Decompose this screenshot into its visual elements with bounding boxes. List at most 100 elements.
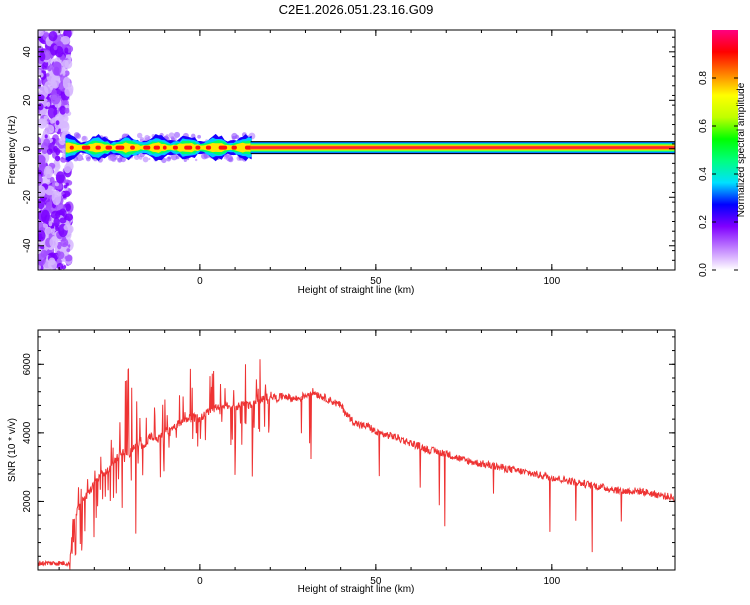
snr-axes: 2000 4000 6000 0 50 100 — [22, 330, 675, 587]
noise-blob — [38, 185, 46, 198]
halo-blob — [139, 137, 145, 143]
trace-peak — [69, 145, 74, 150]
noise-blob — [40, 142, 49, 155]
noise-blob — [57, 251, 65, 260]
noise-blob — [49, 236, 59, 249]
trace-peak — [244, 145, 253, 150]
halo-blob — [166, 156, 171, 162]
noise-blob — [48, 31, 58, 42]
noise-blob — [61, 59, 69, 69]
noise-blob — [62, 236, 67, 242]
halo-blob — [73, 132, 80, 138]
spectrogram-xlabel: Height of straight line (km) — [298, 285, 415, 296]
snr-xlabel: Height of straight line (km) — [298, 584, 415, 595]
noise-blob — [47, 105, 58, 119]
noise-blob — [64, 47, 69, 54]
noise-blob — [63, 224, 70, 231]
spectrogram-marks — [38, 30, 675, 270]
snr-panel: 2000 4000 6000 0 50 100 Height of straight li… — [7, 329, 676, 595]
noise-blob — [46, 148, 53, 155]
halo-blob — [115, 157, 118, 160]
noise-blob — [48, 220, 53, 227]
halo-blob — [81, 152, 85, 156]
noise-blob — [43, 165, 54, 179]
noise-blob — [43, 115, 49, 121]
y-tick-label: 6000 — [22, 353, 33, 376]
halo-blob — [76, 154, 84, 162]
noise-blob — [45, 73, 50, 77]
snr-frame — [37, 329, 676, 571]
colorbar-label: Normalized spectral amplitude — [736, 82, 747, 217]
noise-blob — [55, 225, 59, 232]
noise-blob — [62, 258, 66, 263]
noise-blob — [52, 80, 58, 89]
halo-blob — [183, 158, 187, 162]
trace-peak — [130, 145, 135, 150]
colorbar-tick-label: 0.0 — [698, 263, 709, 277]
noise-blob — [54, 182, 59, 187]
noise-blob — [51, 190, 62, 206]
x-tick-label: 0 — [197, 576, 203, 587]
halo-blob — [231, 135, 236, 140]
noise-blob — [64, 108, 70, 114]
y-tick-label: -20 — [22, 190, 33, 205]
halo-blob — [175, 155, 180, 160]
noise-blob — [50, 119, 55, 124]
halo-blob — [86, 156, 91, 162]
halo-blob — [117, 157, 123, 163]
noise-blob — [66, 248, 71, 253]
noise-blob — [55, 120, 60, 126]
trace-peak — [231, 145, 237, 150]
colorbar-gradient — [712, 30, 738, 270]
spectrogram-axes: -40 -20 0 20 40 0 50 100 — [22, 30, 675, 287]
noise-blob — [48, 257, 56, 266]
halo-blob — [82, 136, 87, 140]
noise-blob — [56, 262, 64, 270]
noise-blob — [38, 148, 42, 154]
trace-peak — [153, 145, 160, 150]
noise-blob — [53, 217, 60, 228]
noise-blob — [45, 124, 55, 134]
trace-peak — [95, 145, 101, 150]
halo-blob — [147, 136, 151, 139]
y-tick-label: 20 — [22, 94, 33, 106]
noise-blob — [38, 30, 44, 37]
halo-blob — [194, 158, 198, 162]
x-tick-label: 100 — [543, 276, 560, 287]
trace-peak — [115, 145, 125, 150]
noise-blob — [53, 44, 58, 51]
x-tick-label: 50 — [370, 576, 382, 587]
halo-blob — [168, 132, 175, 139]
trace-peak — [172, 145, 178, 150]
halo-blob — [171, 136, 177, 142]
noise-blob — [49, 176, 55, 184]
noise-blob — [62, 193, 67, 199]
noise-blob — [64, 86, 74, 97]
colorbar-tick-label: 0.8 — [698, 71, 709, 85]
noise-blob — [40, 245, 45, 250]
spectrogram-panel: -40 -20 0 20 40 0 50 100 Height of straight lin… — [7, 29, 676, 296]
noise-blob — [60, 238, 69, 248]
halo-blob — [133, 154, 140, 160]
noise-blob — [39, 51, 46, 62]
trace-peak — [218, 145, 228, 150]
noise-blob — [38, 253, 46, 266]
noise-blob — [51, 61, 62, 76]
noise-blob — [38, 155, 46, 164]
noise-blob — [38, 136, 41, 146]
halo-blob — [142, 156, 149, 163]
trace-peak — [184, 145, 193, 150]
noise-blob — [62, 71, 66, 76]
trace-core — [250, 146, 675, 149]
spectrogram-frame — [37, 29, 676, 271]
y-tick-label: 0 — [22, 146, 33, 152]
x-tick-label: 100 — [543, 576, 560, 587]
noise-blob — [44, 134, 48, 139]
halo-blob — [136, 132, 143, 139]
colorbar: 0.0 0.2 0.4 0.6 0.8 Normalized spectral ampl… — [698, 30, 747, 277]
noise-blob — [38, 197, 45, 210]
trace-peak — [81, 145, 91, 150]
noise-blob — [63, 163, 72, 174]
